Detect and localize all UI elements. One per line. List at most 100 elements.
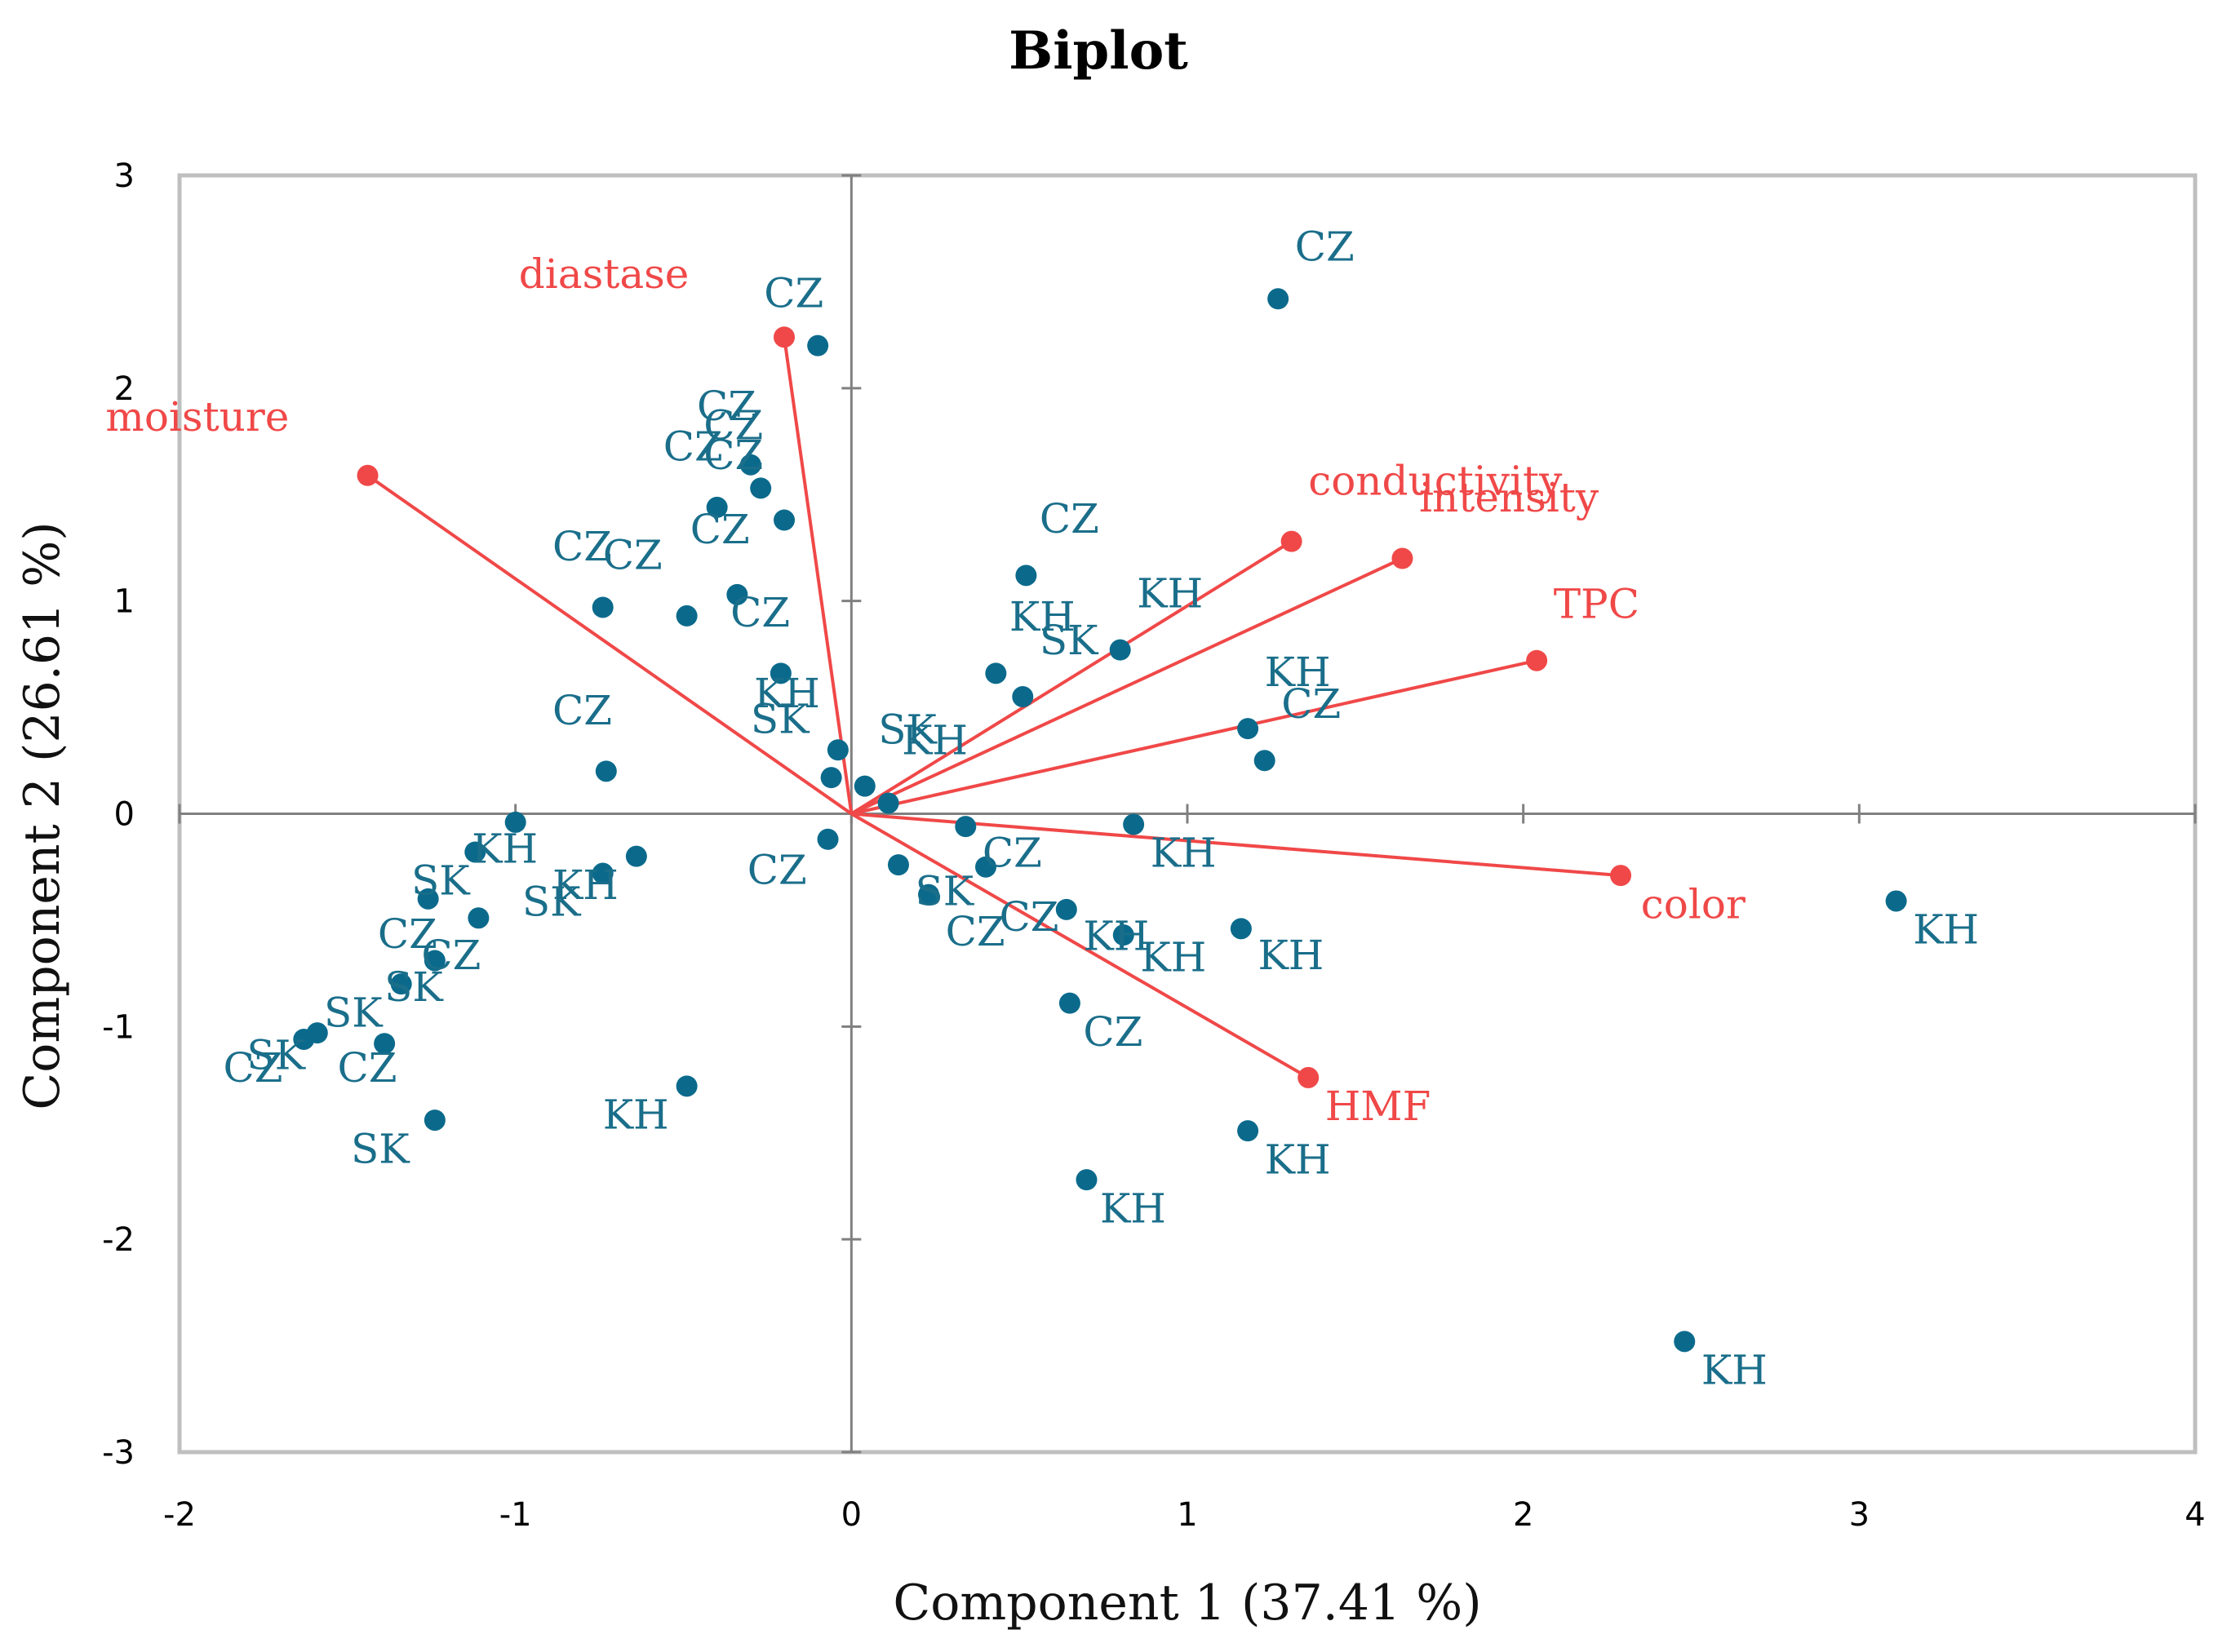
observation-point-kh	[625, 845, 647, 867]
x-axis-title: Component 1 (37.41 %)	[893, 1574, 1481, 1632]
y-tick-label: 1	[114, 583, 135, 621]
vector-end-conductivity	[1280, 530, 1302, 552]
variable-label-conductivity: conductivity	[1308, 457, 1563, 504]
observation-point-kh	[1112, 924, 1134, 946]
observation-point-kh	[1237, 1120, 1259, 1142]
observation-label-cz: CZ	[946, 908, 1005, 955]
observation-point-cz	[374, 1033, 396, 1055]
observation-point-cz	[595, 760, 617, 782]
observation-label-cz: CZ	[764, 270, 823, 317]
vector-end-intensity	[1391, 547, 1413, 569]
tick-labels: -3 -2 -1 0 1 2 3 -2 -1 0 1 2 3 4	[102, 157, 2206, 1534]
observation-label-kh: KH	[1701, 1347, 1768, 1394]
observation-label-kh: KH	[1009, 593, 1076, 640]
vector-end-moisture	[357, 464, 379, 486]
x-tick-label: 3	[1849, 1496, 1870, 1534]
chart-title: Biplot	[1009, 20, 1188, 82]
observation-point-cz	[706, 496, 728, 518]
observation-point-kh	[1674, 1331, 1696, 1353]
observation-point-kh	[985, 662, 1007, 684]
observation-label-cz: CZ	[378, 910, 437, 958]
observation-point-kh	[770, 662, 792, 684]
variable-label-hmf: HMF	[1325, 1083, 1431, 1130]
y-tick-label: 3	[114, 157, 135, 195]
observation-point-kh	[464, 841, 486, 863]
observation-point-kh	[1109, 639, 1131, 661]
vector-end-hmf	[1298, 1066, 1320, 1088]
x-tick-label: 1	[1177, 1496, 1197, 1534]
observation-label-kh: KH	[1265, 649, 1331, 696]
y-tick-label: -2	[102, 1221, 135, 1259]
observation-label-kh: KH	[902, 716, 968, 764]
observation-label-cz: CZ	[999, 893, 1058, 941]
variable-vectors	[357, 326, 1632, 1088]
observation-label-cz: CZ	[1083, 1008, 1142, 1056]
observation-point-cz	[1253, 750, 1275, 772]
observation-point-cz	[676, 605, 698, 627]
observation-label-cz: CZ	[697, 383, 756, 430]
vector-tpc	[850, 658, 1537, 816]
x-tick-label: -1	[499, 1496, 532, 1534]
observation-point-kh	[877, 792, 899, 814]
observation-label-kh: KH	[754, 670, 820, 717]
variable-label-intensity: intensity	[1419, 474, 1599, 521]
observation-point-cz	[774, 509, 795, 531]
observation-point-cz	[1055, 898, 1077, 920]
y-tick-label: 2	[114, 370, 135, 408]
observation-point-cz	[750, 477, 772, 499]
observation-label-cz: CZ	[690, 506, 750, 553]
observation-label-sk: SK	[522, 879, 582, 926]
observation-point-kh	[1237, 718, 1259, 740]
observation-label-sk: SK	[1040, 617, 1099, 664]
observation-label-sk: SK	[751, 695, 810, 742]
observation-point-cz	[592, 596, 614, 618]
observation-label-cz: CZ	[1040, 495, 1099, 543]
observation-label-kh: KH	[1151, 830, 1217, 877]
observation-label-sk: SK	[246, 1032, 306, 1079]
vector-conductivity	[850, 539, 1293, 816]
vector-intensity	[850, 556, 1404, 816]
observation-label-kh: KH	[1137, 569, 1203, 617]
vector-hmf	[850, 812, 1310, 1079]
x-tick-label: 2	[1513, 1496, 1533, 1534]
vector-end-diastase	[774, 326, 795, 348]
observation-label-cz: CZ	[730, 589, 790, 636]
observation-point-kh	[1123, 813, 1145, 835]
observation-label-kh: KH	[1100, 1185, 1166, 1232]
observation-point-kh	[854, 775, 876, 797]
observation-point-cz	[739, 454, 761, 476]
observation-label-sk: SK	[324, 989, 384, 1036]
observation-label-kh: KH	[1140, 934, 1206, 981]
observation-label-cz: CZ	[337, 1044, 397, 1092]
observation-point-sk	[918, 884, 940, 906]
observation-label-kh: KH	[472, 825, 538, 872]
observation-label-cz: CZ	[983, 830, 1042, 877]
observation-point-cz	[887, 854, 909, 876]
observation-points	[293, 288, 1907, 1353]
observation-point-sk	[592, 862, 614, 884]
observation-label-kh: KH	[1913, 906, 1979, 954]
observation-label-cz: CZ	[663, 423, 723, 471]
vector-diastase	[783, 336, 854, 814]
variable-label-moisture: moisture	[105, 393, 289, 441]
observation-label-kh: KH	[1265, 1136, 1331, 1183]
vector-end-tpc	[1526, 649, 1548, 671]
x-tick-label: 0	[841, 1496, 862, 1534]
observation-label-sk: SK	[351, 1125, 410, 1172]
y-axis-title: Component 2 (26.61 %)	[14, 521, 71, 1109]
observation-label-sk: SK	[384, 963, 444, 1011]
observation-label-cz: CZ	[603, 532, 663, 579]
observation-point-sk	[293, 1028, 315, 1050]
observation-label-kh: KH	[552, 861, 619, 909]
observation-label-sk: SK	[916, 868, 975, 915]
y-tick-label: -1	[102, 1008, 135, 1046]
observation-point-cz	[1015, 565, 1037, 587]
variable-label-tpc: TPC	[1554, 581, 1639, 628]
observation-point-sk	[424, 1109, 446, 1132]
observation-label-cz: CZ	[421, 932, 481, 979]
observation-label-cz: CZ	[747, 847, 807, 894]
variable-label-color: color	[1641, 880, 1746, 928]
observation-point-sk	[390, 973, 412, 995]
